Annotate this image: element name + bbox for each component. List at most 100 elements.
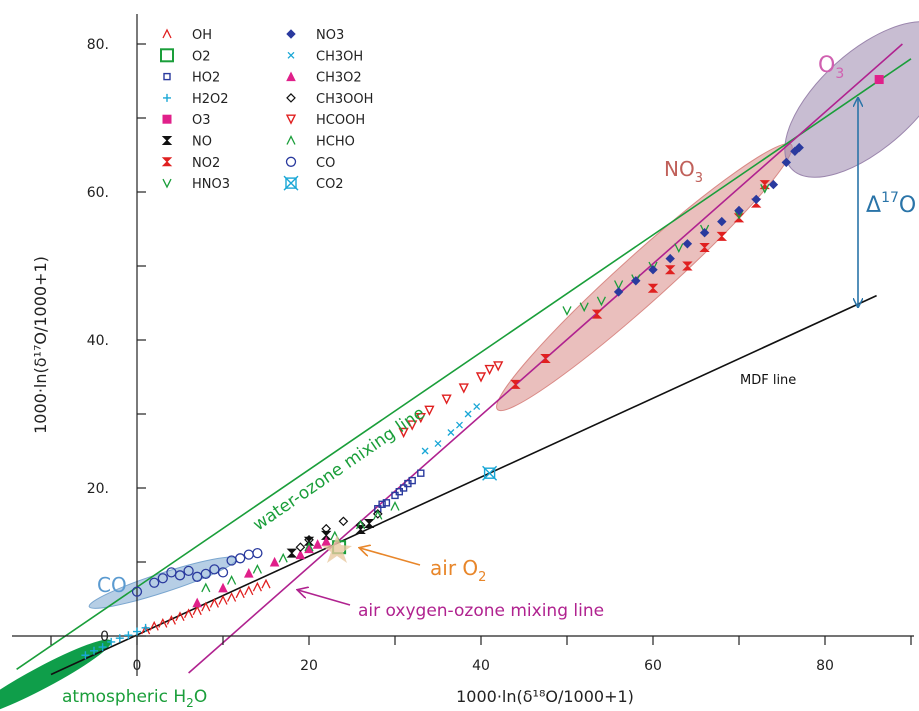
line-water-ozone-mixing-line — [16, 58, 912, 670]
point-no3 — [631, 276, 641, 286]
air-o2-label: air O2 — [430, 556, 486, 585]
point-hcho — [304, 541, 314, 552]
point-co — [183, 565, 194, 577]
point-co — [157, 573, 168, 584]
legend-marker-ch3oh — [287, 51, 295, 59]
air-o2-arrow — [360, 548, 421, 566]
legend-label: O3 — [192, 113, 211, 128]
legend-label: HO2 — [192, 71, 220, 86]
point-oh — [227, 592, 237, 602]
legend-label: H2O2 — [192, 92, 229, 107]
point-ch3o2 — [243, 567, 254, 578]
point-h2o2 — [115, 634, 124, 643]
legend-label: HCHO — [316, 135, 355, 150]
legend-item-hcho: HCHO — [286, 135, 355, 150]
point-oh — [149, 620, 159, 631]
y-tick-label: 60. — [87, 185, 109, 201]
y-tick-label: 40. — [87, 333, 109, 349]
point-hcooh — [493, 361, 504, 372]
point-oh — [175, 611, 185, 622]
point-no2 — [664, 265, 676, 275]
mdf-line-label: MDF line — [740, 373, 796, 388]
air-oxygen-arrow — [298, 590, 351, 606]
point-oh — [218, 595, 228, 605]
point-ch3ooh — [321, 523, 332, 534]
y-tick-label: 80. — [87, 37, 109, 53]
point-ch3oh — [464, 410, 472, 418]
legend-label: CH3OOH — [316, 92, 373, 107]
point-oh — [252, 581, 262, 592]
point-ch3oh — [456, 421, 463, 429]
point-oh — [166, 615, 176, 625]
point-hcho — [201, 582, 211, 593]
legend-item-ho2: HO2 — [163, 71, 220, 86]
point-co2 — [482, 465, 498, 481]
legend-marker-co2 — [283, 175, 299, 191]
air-oxygen-label: air oxygen-ozone mixing line — [358, 601, 604, 621]
point-hcooh — [475, 372, 487, 383]
point-hcooh — [407, 420, 418, 431]
legend-item-co: CO — [285, 156, 335, 171]
point-hcho — [356, 519, 366, 530]
legend-label: CO2 — [316, 177, 344, 192]
legend-marker-hcho — [286, 135, 296, 145]
legend-item-oh: OH — [162, 28, 212, 43]
x-tick-label: 0 — [133, 658, 142, 674]
legend-label: HNO3 — [192, 177, 230, 192]
point-ch3oh — [434, 440, 442, 448]
legend-item-no: NO — [161, 135, 212, 150]
point-ch3oh — [421, 447, 429, 455]
point-no3 — [648, 264, 658, 275]
point-no3 — [768, 179, 779, 190]
point-ch3oh — [447, 429, 455, 436]
legend-label: O2 — [192, 49, 211, 64]
point-co — [235, 553, 246, 564]
point-no3 — [613, 287, 624, 297]
point-h2o2 — [133, 627, 141, 636]
point-hcooh — [441, 394, 452, 405]
point-oh — [244, 585, 254, 596]
point-co — [149, 577, 160, 588]
delta17o-label: Δ17O — [866, 190, 916, 218]
y-axis-title: 1000·ln(δ¹⁷O/1000+1) — [31, 256, 50, 434]
legend-label: HCOOH — [316, 113, 365, 128]
legend-marker-h2o2 — [163, 93, 171, 102]
legend-label: CH3OH — [316, 49, 363, 64]
point-oh — [158, 617, 168, 628]
point-hno3 — [579, 302, 589, 313]
legend-marker-ch3ooh — [286, 93, 296, 103]
point-hcho — [278, 552, 288, 563]
legend-marker-ch3o2 — [286, 71, 296, 82]
point-co — [174, 570, 186, 581]
point-hcooh — [458, 383, 469, 394]
legend-marker-no2 — [161, 157, 173, 167]
legend-marker-no3 — [286, 29, 296, 39]
legend-item-hcooh: HCOOH — [285, 113, 365, 128]
point-hcooh — [415, 413, 426, 424]
y-tick-label: 20. — [87, 481, 109, 497]
point-ch3ooh — [338, 516, 349, 527]
point-ch3ooh — [355, 520, 366, 530]
point-no2 — [699, 243, 710, 252]
legend-item-hno3: HNO3 — [162, 177, 230, 192]
point-no2 — [647, 283, 659, 293]
legend-label: NO3 — [316, 28, 344, 43]
legend-marker-ho2 — [163, 72, 171, 81]
point-o3 — [874, 75, 884, 85]
legend-marker-o3 — [162, 114, 172, 124]
legend-item-ch3o2: CH3O2 — [286, 71, 362, 86]
point-hcho — [227, 575, 237, 585]
point-ch3o2 — [269, 556, 280, 567]
point-no2 — [716, 231, 728, 241]
point-no2 — [510, 379, 521, 389]
legend-marker-hcooh — [285, 114, 297, 125]
point-h2o2 — [124, 631, 133, 640]
line-mdf-line — [50, 294, 877, 676]
legend-marker-co — [285, 156, 297, 167]
point-co — [131, 586, 143, 597]
point-oh — [184, 608, 194, 619]
point-no2 — [540, 354, 551, 363]
point-no3 — [717, 216, 727, 227]
point-hcho — [252, 563, 262, 574]
